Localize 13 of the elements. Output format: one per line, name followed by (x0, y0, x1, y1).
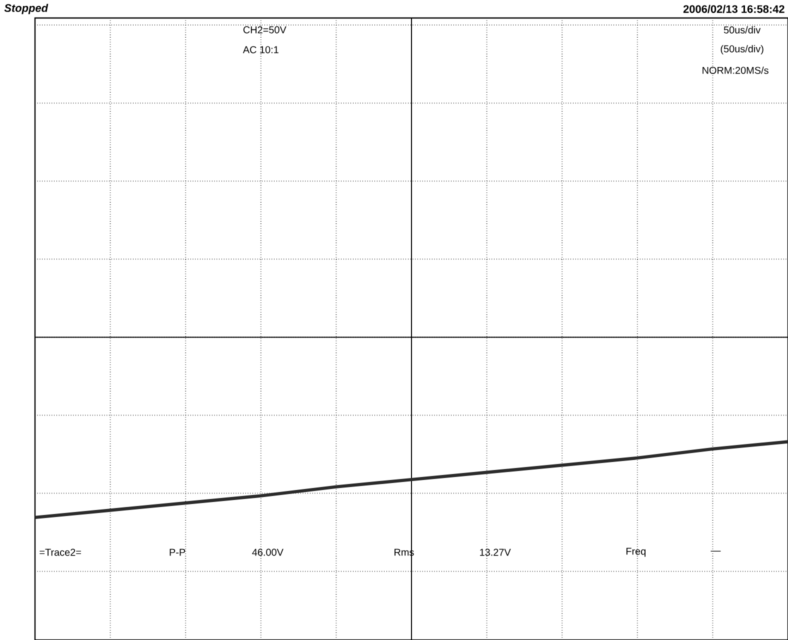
text: Stopped (4, 4, 48, 14)
text: — (710, 550, 721, 552)
text: (50us/div) (720, 45, 764, 54)
text: 50us/div (724, 26, 761, 34)
text: 46.00V (252, 548, 284, 556)
text: 13.27V (480, 548, 511, 556)
text: 2006/02/13 16:58:42 (683, 4, 784, 14)
text: AC 10:1 (242, 46, 278, 54)
text: =Trace2= (40, 548, 81, 556)
text: NORM:20MS/s (702, 66, 768, 74)
text: CH2=50V (243, 26, 286, 34)
text: Freq (626, 548, 646, 557)
text: P-P (170, 548, 186, 556)
